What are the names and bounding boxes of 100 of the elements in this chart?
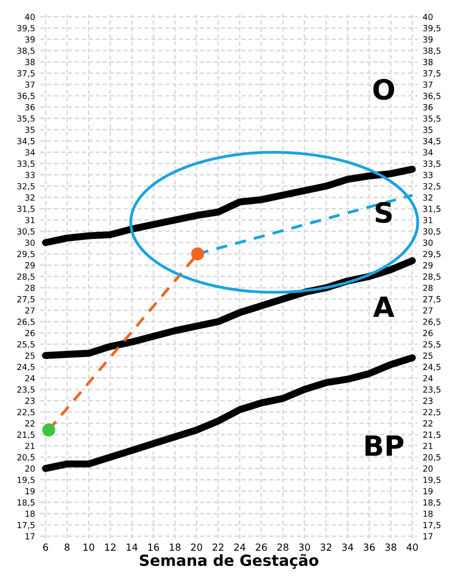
y2-tick-label: 39,5 — [423, 25, 440, 32]
y-tick-label: 18,5 — [18, 499, 35, 506]
y2-tick-label: 25 — [423, 352, 432, 359]
y-tick-label: 32,5 — [17, 183, 35, 190]
y2-tick-label: 29 — [423, 262, 433, 268]
y2-tick-label: 28,5 — [423, 273, 440, 281]
y2-tick-label: 26,5 — [423, 318, 440, 326]
y-tick-label: 27 — [25, 307, 35, 314]
y-tick-label: 35 — [25, 126, 35, 133]
y2-tick-label: 24 — [423, 375, 433, 382]
y-tick-label: 19,5 — [18, 476, 35, 484]
y2-tick-label: 27,5 — [423, 296, 440, 304]
x-tick-label: 22 — [212, 544, 224, 551]
y-tick-label: 38,5 — [17, 48, 35, 55]
x-tick-label: 32 — [320, 544, 332, 551]
annotation: O — [373, 78, 394, 100]
y2-tick-label: 23,5 — [423, 386, 440, 394]
y2-tick-label: 21,5 — [423, 432, 440, 439]
y2-tick-label: 21 — [423, 442, 432, 450]
y-tick-label: 24 — [25, 375, 35, 382]
y2-tick-label: 34 — [423, 149, 433, 156]
y2-tick-label: 22 — [423, 420, 432, 426]
y2-tick-label: 29,5 — [423, 250, 440, 258]
y2-tick-label: 17 — [423, 533, 432, 540]
y2-tick-label: 20,5 — [423, 454, 440, 462]
y2-tick-label: 40 — [422, 14, 433, 20]
y-tick-label: 19 — [26, 488, 35, 494]
x-tick-label: 36 — [364, 544, 375, 551]
x-tick-label: 28 — [277, 544, 288, 551]
x-tick-label: 16 — [148, 544, 159, 551]
y-tick-label: 27,5 — [17, 296, 35, 304]
y-tick-label: 21,5 — [17, 432, 35, 439]
y2-tick-label: 32 — [423, 194, 432, 201]
y2-tick-label: 38,5 — [423, 48, 440, 55]
x-tick-label: 38 — [385, 544, 396, 551]
y-tick-label: 17 — [26, 533, 35, 540]
x-tick-label: 8 — [64, 544, 70, 551]
y2-tick-label: 19 — [423, 488, 433, 494]
y-tick-label: 38 — [25, 58, 35, 66]
y-tick-label: 31 — [25, 216, 34, 224]
y2-tick-label: 35 — [423, 126, 432, 133]
y-tick-label: 40 — [25, 14, 35, 20]
y-tick-label: 25,5 — [17, 341, 35, 348]
y-tick-label: 39,5 — [17, 25, 35, 32]
x-tick-label: 34 — [342, 544, 354, 551]
y2-tick-label: 17,5 — [423, 522, 440, 530]
y2-tick-label: 31,5 — [423, 206, 440, 213]
y-tick-label: 26,5 — [17, 318, 35, 326]
y-tick-label: 34,5 — [17, 138, 35, 146]
annotation: A — [373, 296, 394, 317]
y-tick-label: 18 — [26, 510, 35, 517]
y-tick-label: 17,5 — [18, 522, 35, 530]
y-tick-label: 33,5 — [17, 160, 35, 168]
y2-tick-label: 34,5 — [423, 138, 440, 146]
y2-tick-label: 37 — [423, 81, 432, 88]
y-tick-label: 34 — [25, 149, 35, 156]
y-tick-label: 23 — [25, 398, 35, 404]
y-tick-label: 36 — [25, 104, 35, 110]
y-tick-label: 23,5 — [17, 386, 35, 394]
y2-tick-label: 18 — [423, 510, 433, 517]
y2-tick-label: 30 — [423, 240, 433, 246]
x-tick-label: 24 — [234, 544, 246, 551]
y2-tick-label: 37,5 — [423, 70, 440, 78]
y2-tick-label: 25,5 — [423, 341, 440, 348]
y-tick-label: 30,5 — [17, 228, 35, 236]
y2-tick-label: 30,5 — [423, 228, 440, 236]
y2-tick-label: 28 — [423, 284, 433, 292]
y-tick-label: 28,5 — [17, 273, 35, 281]
x-axis-title: Semana de Gestação — [140, 554, 318, 569]
y-tick-label: 31,5 — [17, 206, 35, 213]
x-tick-label: 40 — [406, 544, 418, 551]
x-tick-label: 30 — [298, 544, 310, 551]
y2-tick-label: 20 — [423, 465, 433, 472]
x-tick-label: 6 — [43, 544, 48, 551]
y2-tick-label: 24,5 — [423, 364, 440, 371]
y-tick-label: 20 — [25, 465, 35, 472]
y2-tick-label: 38 — [423, 58, 433, 66]
x-tick-label: 20 — [191, 544, 202, 551]
y-tick-label: 24,5 — [17, 364, 35, 371]
y2-tick-label: 22,5 — [423, 408, 440, 416]
y2-tick-label: 26 — [423, 330, 433, 336]
annotation: S — [376, 202, 392, 223]
x-tick-label: 12 — [105, 544, 116, 551]
y-tick-label: 25 — [25, 352, 35, 359]
y2-tick-label: 33,5 — [423, 160, 440, 168]
y2-tick-label: 36 — [423, 104, 433, 110]
y-tick-label: 22 — [25, 420, 34, 426]
y2-tick-label: 18,5 — [423, 499, 440, 506]
y-tick-label: 26 — [25, 330, 35, 336]
y-tick-label: 29 — [25, 262, 35, 268]
y2-tick-label: 31 — [423, 216, 432, 224]
x-tick-label: 18 — [170, 544, 180, 551]
x-tick-label: 26 — [256, 544, 267, 551]
y-tick-label: 28 — [25, 284, 35, 292]
y-tick-label: 30 — [25, 240, 35, 246]
y2-tick-label: 35,5 — [423, 115, 440, 123]
y2-tick-label: 39 — [423, 36, 433, 43]
y-tick-label: 36,5 — [17, 92, 35, 100]
y2-tick-label: 19,5 — [423, 476, 440, 484]
y-tick-label: 29,5 — [17, 250, 35, 258]
